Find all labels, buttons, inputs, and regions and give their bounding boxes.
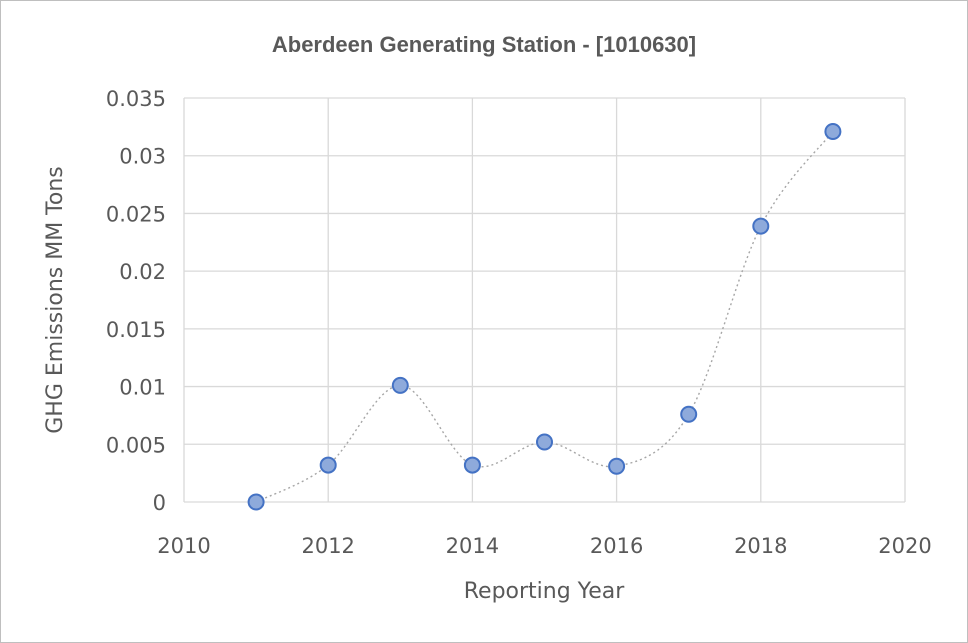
data-point [391, 376, 409, 394]
x-tick-label: 2016 [590, 534, 643, 558]
x-axis-label: Reporting Year [464, 579, 625, 604]
x-axis-ticks: 2010 2012 2014 2016 2018 2020 [157, 534, 931, 558]
data-point [752, 217, 770, 235]
data-point [824, 122, 842, 140]
x-tick-label: 2010 [157, 534, 210, 558]
chart-title: Aberdeen Generating Station - [1010630] [272, 32, 696, 57]
y-axis-ticks: 0 0.005 0.01 0.015 0.02 0.025 0.03 0.035 [106, 87, 166, 515]
x-tick-label: 2018 [734, 534, 787, 558]
data-point [608, 457, 626, 475]
y-tick-label: 0.005 [106, 433, 166, 457]
data-points [247, 122, 842, 511]
x-tick-label: 2020 [878, 534, 931, 558]
y-tick-label: 0.02 [119, 260, 166, 284]
y-axis-label: GHG Emissions MM Tons [43, 166, 68, 434]
data-point [680, 405, 698, 423]
x-tick-label: 2012 [301, 534, 354, 558]
y-tick-label: 0.015 [106, 318, 166, 342]
data-point [536, 433, 553, 451]
y-tick-label: 0.025 [106, 202, 166, 226]
y-tick-label: 0.035 [106, 87, 166, 111]
y-tick-label: 0.03 [119, 145, 166, 169]
data-point [463, 456, 481, 474]
gridlines [183, 97, 906, 503]
y-tick-label: 0 [153, 491, 166, 515]
data-point [319, 456, 337, 474]
y-tick-label: 0.01 [119, 376, 166, 400]
series-trend-line [255, 131, 834, 503]
data-point [247, 493, 265, 511]
x-tick-label: 2014 [446, 534, 499, 558]
